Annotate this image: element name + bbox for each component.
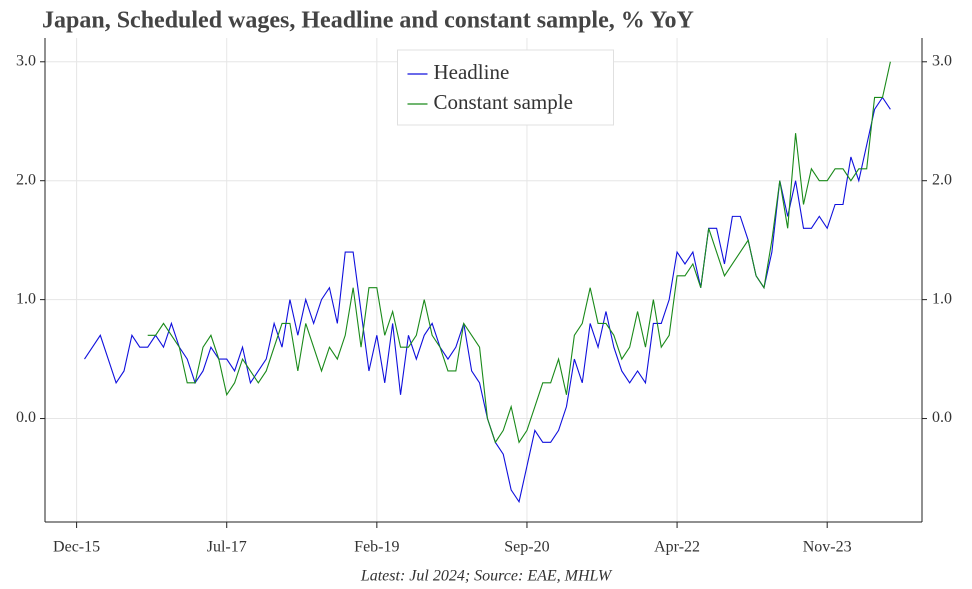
- y2-tick-label: 3.0: [932, 52, 952, 69]
- x-tick-label: Apr-22: [654, 539, 700, 556]
- x-tick-label: Sep-20: [504, 539, 549, 556]
- legend-label: Constant sample: [434, 90, 573, 114]
- x-tick-label: Dec-15: [53, 539, 100, 556]
- legend-label: Headline: [434, 60, 510, 84]
- x-tick-label: Nov-23: [803, 539, 852, 556]
- y-tick-label: 0.0: [16, 409, 36, 426]
- chart-title: Japan, Scheduled wages, Headline and con…: [42, 8, 694, 34]
- x-tick-label: Feb-19: [354, 539, 399, 556]
- footnote: Latest: Jul 2024; Source: EAE, MHLW: [360, 568, 613, 585]
- legend-box: [397, 49, 614, 126]
- y2-tick-label: 1.0: [932, 290, 952, 307]
- y2-tick-label: 2.0: [932, 171, 952, 188]
- series-line: [147, 61, 891, 444]
- y-tick-label: 2.0: [16, 171, 36, 188]
- legend: Headline Constant sample: [397, 49, 614, 126]
- x-tick-label: Jul-17: [207, 539, 247, 556]
- y-tick-label: 3.0: [16, 52, 36, 69]
- y2-tick-label: 0.0: [932, 409, 952, 426]
- y-tick-label: 1.0: [16, 290, 36, 307]
